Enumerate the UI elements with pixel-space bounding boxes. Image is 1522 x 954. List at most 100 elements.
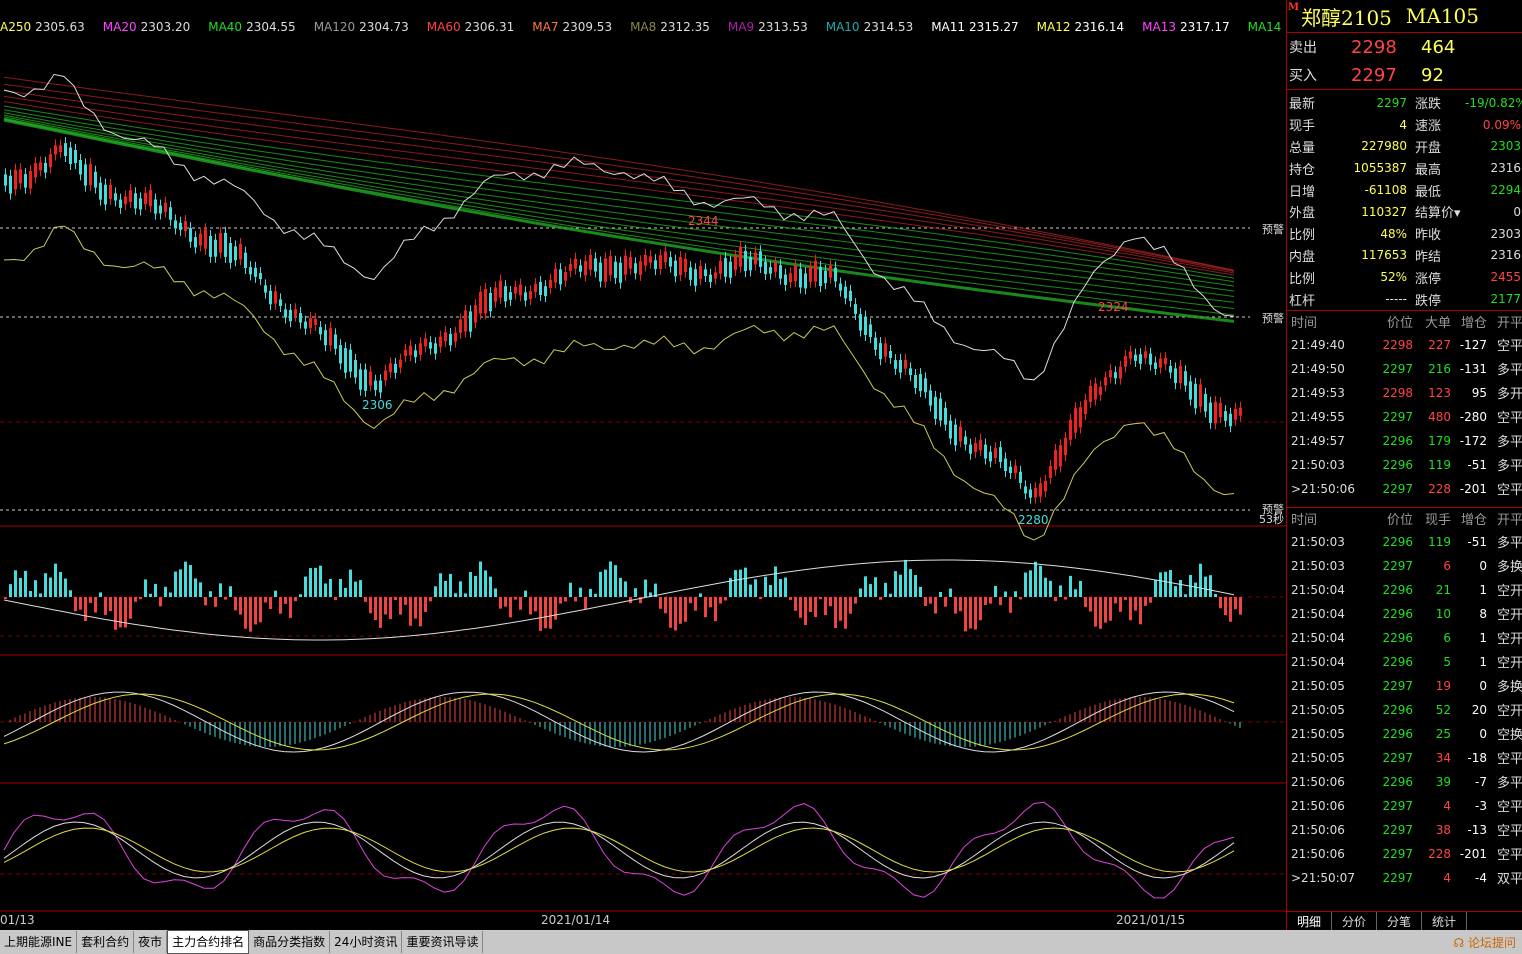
volume-bar [134, 597, 137, 602]
candle-body [264, 285, 267, 293]
candle-body [1079, 407, 1082, 428]
candle-body [29, 171, 32, 189]
quote-row: 总量 227980 开盘 2303 [1289, 139, 1521, 156]
trade-row[interactable]: 21:50:05 2297 34 -18 空平 [1291, 750, 1522, 768]
trade-row[interactable]: 21:50:04 2296 21 1 空开 [1291, 582, 1522, 600]
trade-row[interactable]: 21:50:04 2296 5 1 空开 [1291, 654, 1522, 672]
bottom-tab[interactable]: 商品分类指数 [249, 931, 331, 953]
trade-row[interactable]: 21:49:53 2298 123 95 多开 [1291, 385, 1522, 403]
volume-bar [1049, 580, 1052, 597]
candle-body [569, 263, 572, 271]
warn-label-2[interactable]: 预警 [1262, 312, 1284, 325]
quote-row: 现手 4 速涨 0.09% [1289, 117, 1521, 135]
ma-legend-item: MA8 2312.35 [630, 20, 710, 34]
trade-row[interactable]: 21:50:05 2296 25 0 空换 [1291, 726, 1522, 744]
ma-legend-item: MA7 2309.53 [532, 20, 613, 34]
candle-body [924, 378, 927, 393]
trade-row[interactable]: 21:50:03 2297 6 0 多换 [1291, 558, 1522, 576]
bottom-tab[interactable]: 重要资讯导读 [402, 931, 484, 953]
bottom-tab[interactable]: 上期能源INE [0, 931, 78, 953]
forum-link[interactable]: ☊ 论坛提问 [1453, 935, 1516, 950]
trade-row[interactable]: 21:50:04 2296 10 8 空开 [1291, 606, 1522, 624]
candle-body [459, 319, 462, 333]
volume-bar [769, 585, 772, 597]
volume-bar [679, 597, 682, 624]
trade-row[interactable]: 21:49:40 2298 227 -127 空平 [1291, 337, 1522, 355]
volume-bar [489, 576, 492, 597]
volume-bar [234, 597, 237, 611]
candle-body [989, 451, 992, 462]
chart-canvas[interactable] [0, 0, 1286, 930]
candle-body [339, 345, 342, 364]
trade-row[interactable]: 21:50:06 2297 38 -13 空平 [1291, 822, 1522, 840]
candle-body [389, 363, 392, 373]
bottom-tab[interactable]: 主力合约排名 [167, 930, 250, 954]
volume-bar [189, 565, 192, 597]
volume-bar [949, 588, 952, 597]
ma-line [3, 117, 1235, 303]
candle-body [474, 305, 477, 323]
volume-bar [384, 597, 387, 615]
trade-row[interactable]: 21:50:03 2296 119 -51 多平 [1291, 457, 1522, 475]
bottom-tab[interactable]: 套利合约 [77, 931, 135, 953]
ma-legend-item: MA10 2314.53 [825, 20, 914, 34]
quote-row: 外盘 110327 结算价▾ 0 [1289, 204, 1521, 222]
candle-body [664, 251, 667, 263]
kline-chart-area[interactable]: A250 2305.63 MA20 2303.20 MA40 2304.55 MA120 23… [0, 0, 1441, 930]
volume-bar [99, 592, 102, 597]
candle-body [479, 291, 482, 314]
trade-row[interactable]: 21:50:05 2296 52 20 空开 [1291, 702, 1522, 720]
volume-bar [669, 597, 672, 628]
candle-body [1204, 393, 1207, 412]
volume-bar [74, 597, 77, 612]
candle-body [879, 343, 882, 360]
volume-bar [14, 570, 17, 597]
volume-bar [94, 597, 97, 613]
volume-bar [419, 597, 422, 627]
bid-row[interactable]: 买入 2297 92 [1289, 64, 1444, 86]
candle-body [644, 254, 647, 266]
candle-body [819, 266, 822, 287]
volume-bar [879, 597, 882, 600]
candle-body [199, 233, 202, 246]
bottom-tab[interactable]: 24小时资讯 [330, 931, 403, 953]
volume-bar [564, 597, 567, 602]
trade-row[interactable]: 21:50:06 2297 4 -3 空平 [1291, 798, 1522, 816]
warn-label-3[interactable]: 预警 [1262, 503, 1284, 516]
candle-body [439, 336, 442, 347]
ask-row[interactable]: 卖出 2298 464 [1289, 36, 1456, 58]
side-tab[interactable]: 统计 [1422, 912, 1468, 930]
trade-row[interactable]: >21:50:06 2297 228 -201 空平 [1291, 481, 1522, 499]
volume-bar [534, 597, 537, 612]
candle-body [139, 198, 142, 210]
trade-row[interactable]: 21:50:04 2296 6 1 空开 [1291, 630, 1522, 648]
volume-bar [759, 597, 762, 600]
volume-bar [1159, 572, 1162, 597]
volume-bar [684, 597, 687, 622]
volume-bar [609, 561, 612, 597]
trade-row[interactable]: >21:50:07 2297 4 -4 双平 [1291, 870, 1522, 888]
candle-body [804, 273, 807, 289]
volume-bar [554, 597, 557, 620]
volume-bar [1154, 579, 1157, 597]
trade-row[interactable]: 21:50:06 2296 39 -7 多平 [1291, 774, 1522, 792]
candle-body [889, 351, 892, 358]
m-mark-icon: M [1288, 2, 1300, 13]
side-tab[interactable]: 分价 [1332, 912, 1378, 930]
volume-bar [1044, 577, 1047, 597]
candle-body [624, 255, 627, 275]
warn-label-1[interactable]: 预警 [1262, 223, 1284, 236]
candle-body [659, 255, 662, 269]
trade-row[interactable]: 21:50:06 2297 228 -201 空平 [1291, 846, 1522, 864]
trade-row[interactable]: 21:49:57 2296 179 -172 多平 [1291, 433, 1522, 451]
candle-body [284, 309, 287, 318]
side-tab[interactable]: 明细 [1287, 912, 1333, 930]
bottom-tab[interactable]: 夜市 [134, 931, 168, 953]
trade-row[interactable]: 21:49:50 2297 216 -131 多平 [1291, 361, 1522, 379]
trade-row[interactable]: 21:50:05 2297 19 0 多换 [1291, 678, 1522, 696]
volume-bar [164, 586, 167, 597]
trade-row[interactable]: 21:49:55 2297 480 -280 空平 [1291, 409, 1522, 427]
trade-row[interactable]: 21:50:03 2296 119 -51 多平 [1291, 534, 1522, 552]
side-tab[interactable]: 分笔 [1377, 912, 1423, 930]
candle-body [734, 255, 737, 271]
